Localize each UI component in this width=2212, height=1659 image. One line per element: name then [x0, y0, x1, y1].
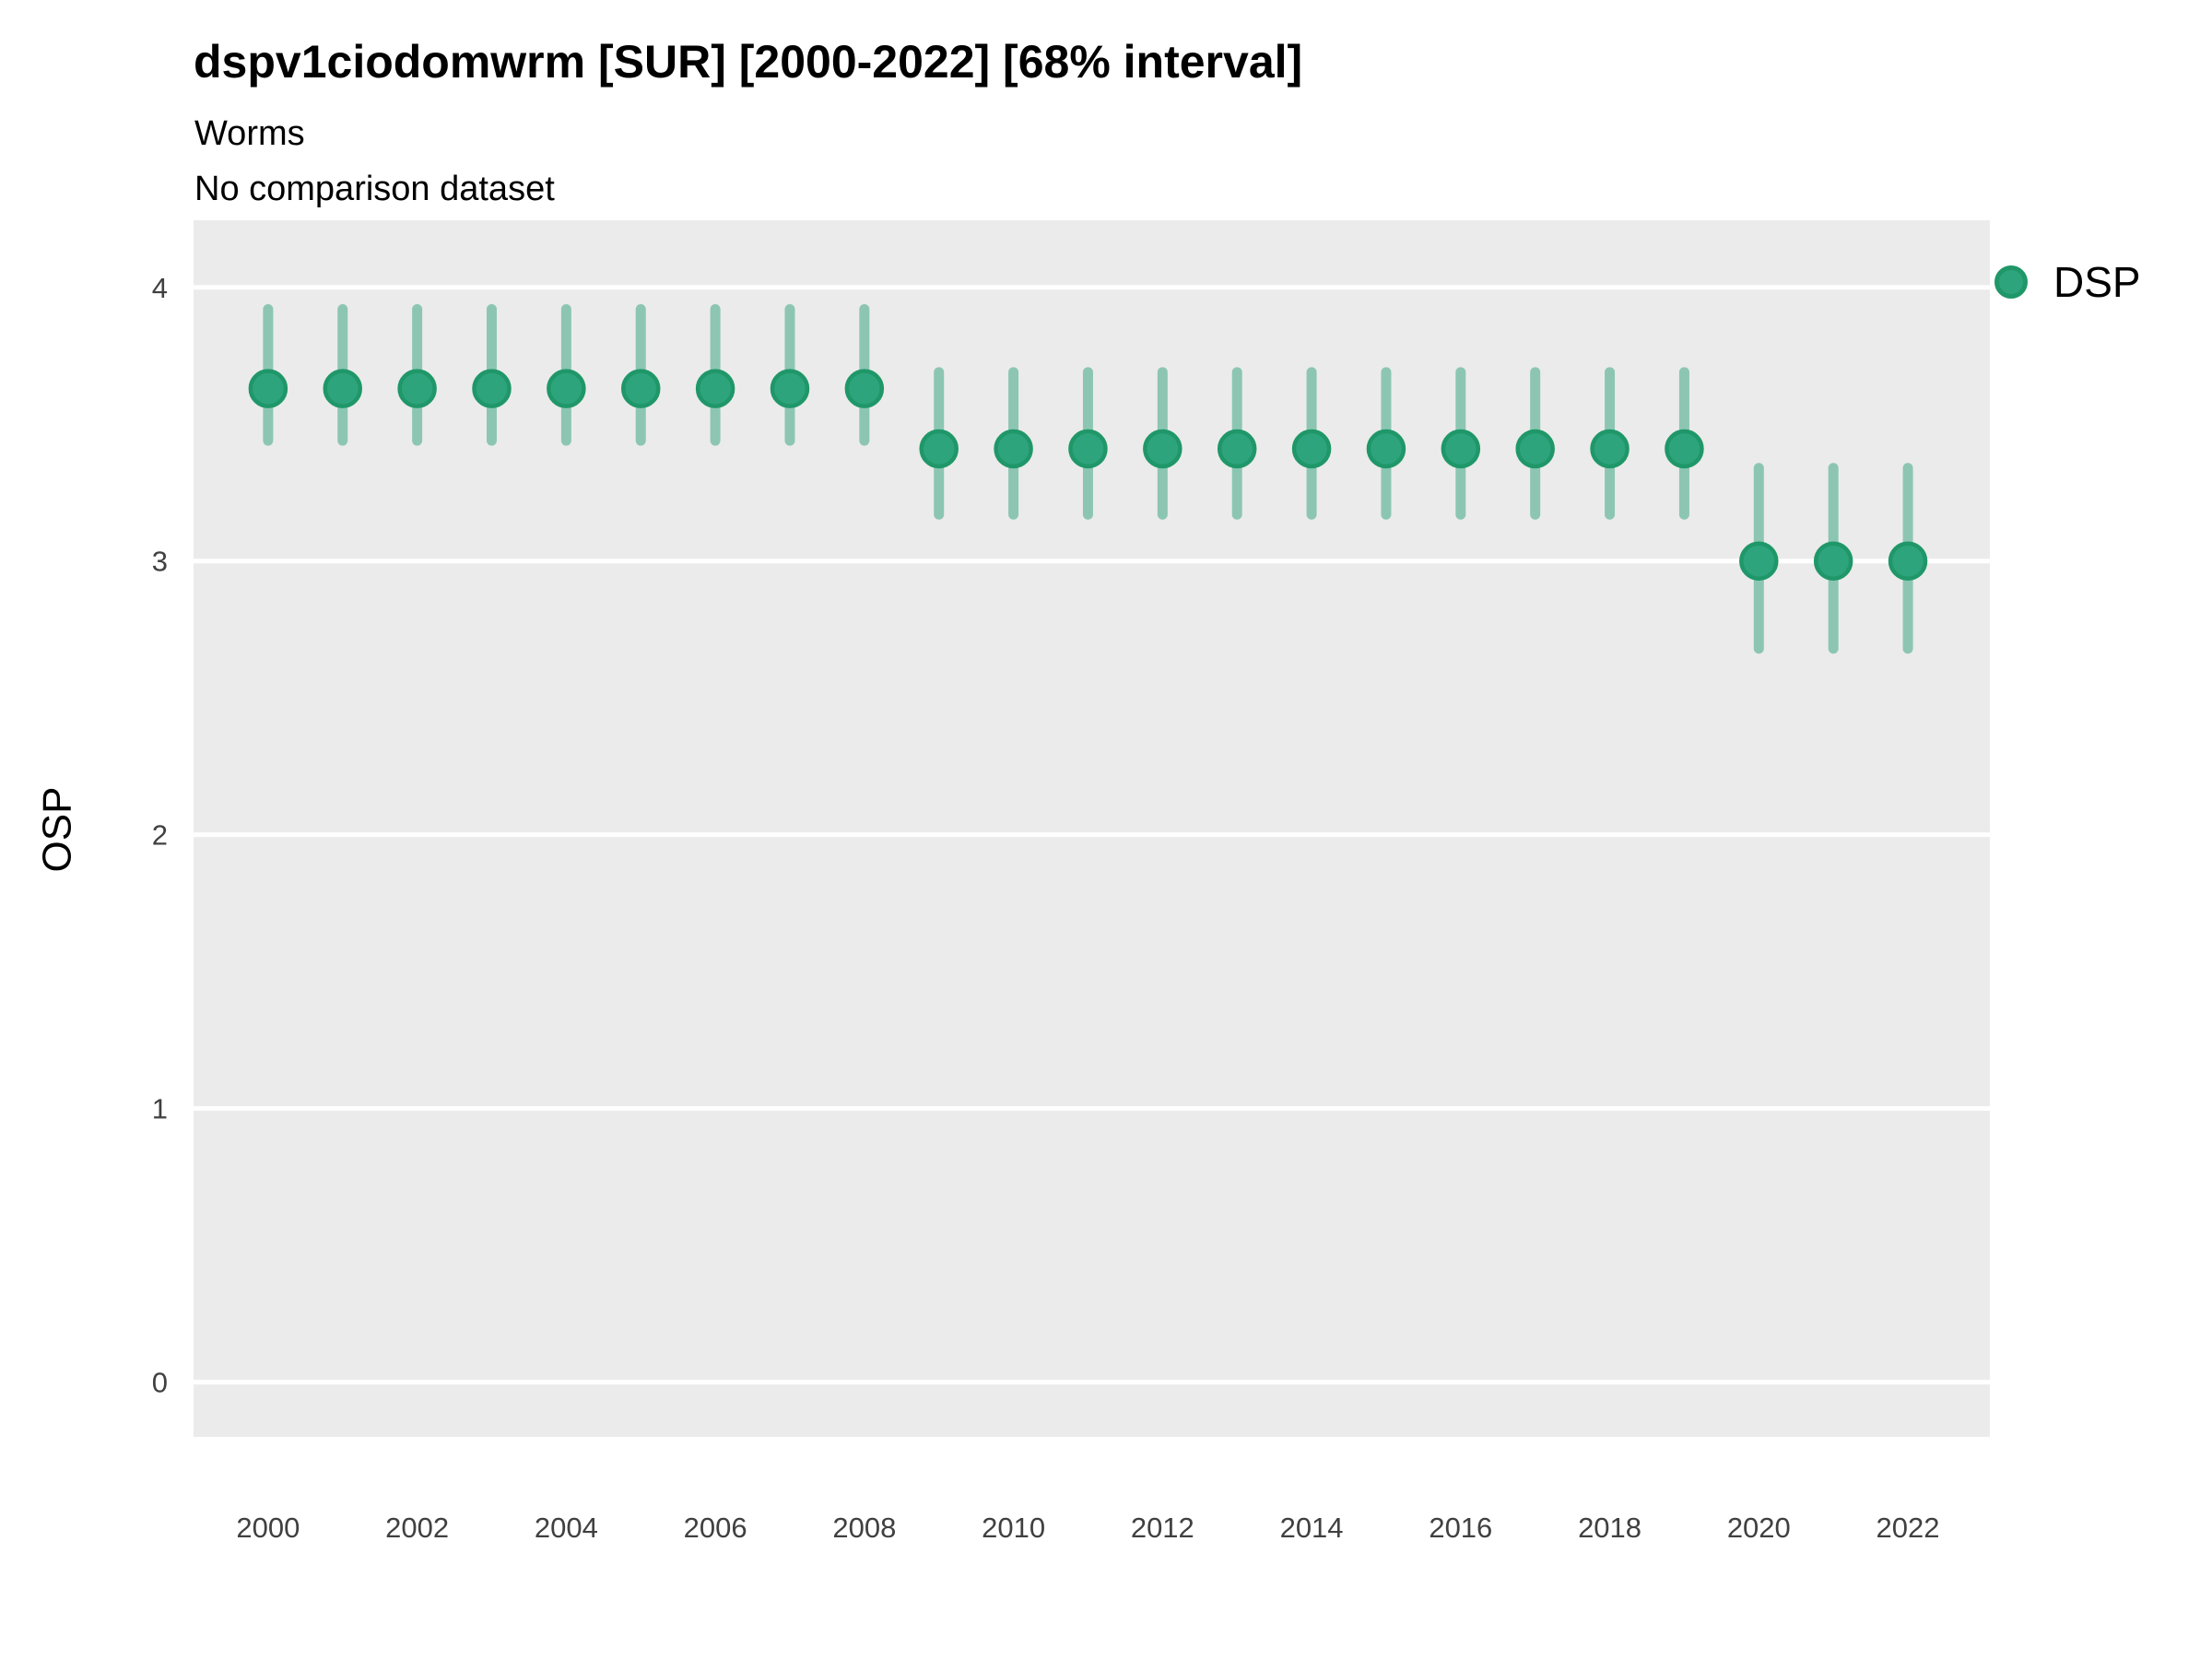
data-point-2020	[1739, 541, 1779, 581]
data-point-2021	[1813, 541, 1853, 581]
data-point-2009	[919, 429, 959, 469]
x-tick-label-2000: 2000	[236, 1512, 300, 1544]
data-point-2012	[1143, 429, 1182, 469]
x-tick-label-2014: 2014	[1280, 1512, 1344, 1544]
x-tick-label-2012: 2012	[1131, 1512, 1194, 1544]
data-point-2003	[472, 369, 512, 408]
data-point-2004	[547, 369, 586, 408]
comparison-note: No comparison dataset	[194, 170, 555, 208]
x-tick-label-2020: 2020	[1727, 1512, 1791, 1544]
data-point-2001	[323, 369, 362, 408]
chart-title: dspv1ciodomwrm [SUR] [2000-2022] [68% in…	[194, 36, 1303, 88]
data-point-2011	[1068, 429, 1108, 469]
x-tick-label-2008: 2008	[832, 1512, 896, 1544]
x-tick-label-2018: 2018	[1578, 1512, 1641, 1544]
data-point-2006	[695, 369, 735, 408]
legend-dot-icon	[1994, 265, 2028, 299]
data-point-2014	[1291, 429, 1332, 469]
data-point-2019	[1665, 429, 1704, 469]
y-tick-label-1: 1	[152, 1093, 168, 1125]
data-point-2008	[844, 369, 885, 408]
x-tick-label-2004: 2004	[535, 1512, 598, 1544]
data-point-2007	[770, 369, 810, 408]
data-point-2016	[1441, 429, 1481, 469]
data-point-2013	[1217, 429, 1257, 469]
data-point-2005	[620, 369, 661, 408]
data-point-2015	[1366, 429, 1406, 469]
chart-subtitle: Worms	[194, 114, 305, 153]
data-point-2000	[248, 369, 288, 408]
x-tick-label-2016: 2016	[1429, 1512, 1492, 1544]
data-point-2017	[1515, 429, 1555, 469]
y-tick-label-0: 0	[152, 1367, 168, 1399]
data-point-2010	[994, 429, 1033, 469]
y-tick-label-2: 2	[152, 819, 168, 852]
x-tick-label-2010: 2010	[982, 1512, 1045, 1544]
legend-label-dsp: DSP	[2053, 258, 2141, 306]
data-point-2022	[1888, 541, 1928, 581]
x-tick-label-2002: 2002	[385, 1512, 449, 1544]
x-tick-label-2006: 2006	[684, 1512, 747, 1544]
x-tick-label-2022: 2022	[1877, 1512, 1940, 1544]
data-point-2002	[397, 369, 437, 408]
legend: DSP	[1994, 257, 2141, 307]
y-tick-label-4: 4	[152, 272, 168, 304]
data-point-2018	[1590, 429, 1630, 469]
y-tick-label-3: 3	[152, 546, 168, 578]
